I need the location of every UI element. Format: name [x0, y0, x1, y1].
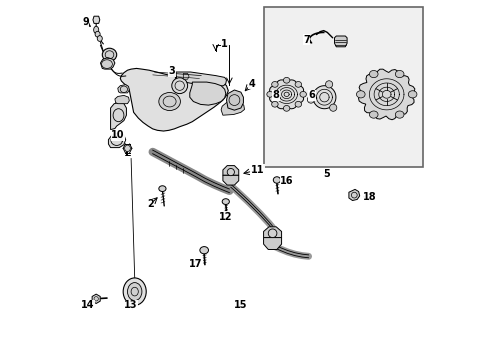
Ellipse shape: [94, 26, 99, 33]
Ellipse shape: [200, 247, 208, 254]
Ellipse shape: [222, 199, 229, 204]
Ellipse shape: [407, 91, 416, 98]
Ellipse shape: [325, 81, 332, 88]
Ellipse shape: [294, 81, 301, 87]
Polygon shape: [221, 102, 244, 115]
Polygon shape: [101, 58, 115, 69]
Ellipse shape: [283, 77, 289, 83]
Ellipse shape: [273, 177, 280, 183]
Ellipse shape: [124, 145, 130, 152]
Ellipse shape: [159, 186, 166, 192]
Polygon shape: [348, 189, 359, 201]
Ellipse shape: [102, 48, 117, 61]
Polygon shape: [263, 238, 281, 249]
Text: 7: 7: [303, 35, 309, 45]
Text: 1: 1: [221, 39, 227, 49]
Ellipse shape: [368, 111, 377, 118]
Text: 3: 3: [168, 66, 175, 76]
Text: 16: 16: [280, 176, 293, 186]
Polygon shape: [312, 86, 335, 109]
Text: 5: 5: [323, 168, 329, 179]
Polygon shape: [175, 72, 226, 86]
Polygon shape: [223, 166, 238, 175]
Ellipse shape: [307, 96, 314, 103]
Polygon shape: [93, 16, 100, 23]
Ellipse shape: [266, 91, 273, 97]
Ellipse shape: [329, 104, 336, 111]
Text: 6: 6: [308, 90, 315, 100]
Polygon shape: [108, 133, 125, 148]
Text: 14: 14: [81, 300, 94, 310]
Text: 18: 18: [362, 192, 376, 202]
Ellipse shape: [95, 31, 100, 37]
Text: 12: 12: [219, 212, 232, 222]
Ellipse shape: [123, 278, 146, 305]
Text: 10: 10: [111, 130, 124, 140]
Ellipse shape: [268, 229, 276, 238]
Polygon shape: [263, 227, 281, 238]
Text: 15: 15: [234, 300, 247, 310]
Ellipse shape: [271, 102, 278, 107]
Ellipse shape: [368, 71, 377, 78]
Ellipse shape: [299, 91, 306, 97]
Polygon shape: [183, 73, 189, 79]
Polygon shape: [92, 294, 100, 303]
Text: 11: 11: [250, 165, 264, 175]
Polygon shape: [358, 69, 414, 120]
Text: 17: 17: [189, 258, 202, 269]
Polygon shape: [223, 175, 238, 185]
Ellipse shape: [159, 93, 180, 111]
Ellipse shape: [294, 102, 301, 107]
Ellipse shape: [127, 283, 142, 301]
Polygon shape: [226, 90, 243, 110]
Ellipse shape: [356, 91, 365, 98]
Ellipse shape: [271, 81, 278, 87]
Text: 4: 4: [248, 78, 255, 89]
Polygon shape: [269, 80, 303, 109]
Ellipse shape: [227, 168, 234, 176]
Polygon shape: [118, 85, 129, 93]
Polygon shape: [120, 68, 228, 131]
Text: 13: 13: [124, 300, 138, 310]
Ellipse shape: [97, 36, 102, 41]
Polygon shape: [334, 36, 346, 47]
Text: 8: 8: [272, 90, 279, 100]
Text: 9: 9: [82, 17, 89, 27]
Polygon shape: [115, 95, 129, 104]
Ellipse shape: [394, 111, 403, 118]
Polygon shape: [110, 103, 126, 130]
Text: 2: 2: [146, 199, 153, 210]
Ellipse shape: [171, 78, 187, 94]
Ellipse shape: [283, 105, 289, 111]
Ellipse shape: [394, 71, 403, 78]
Bar: [264, 7, 422, 167]
Polygon shape: [189, 82, 225, 105]
